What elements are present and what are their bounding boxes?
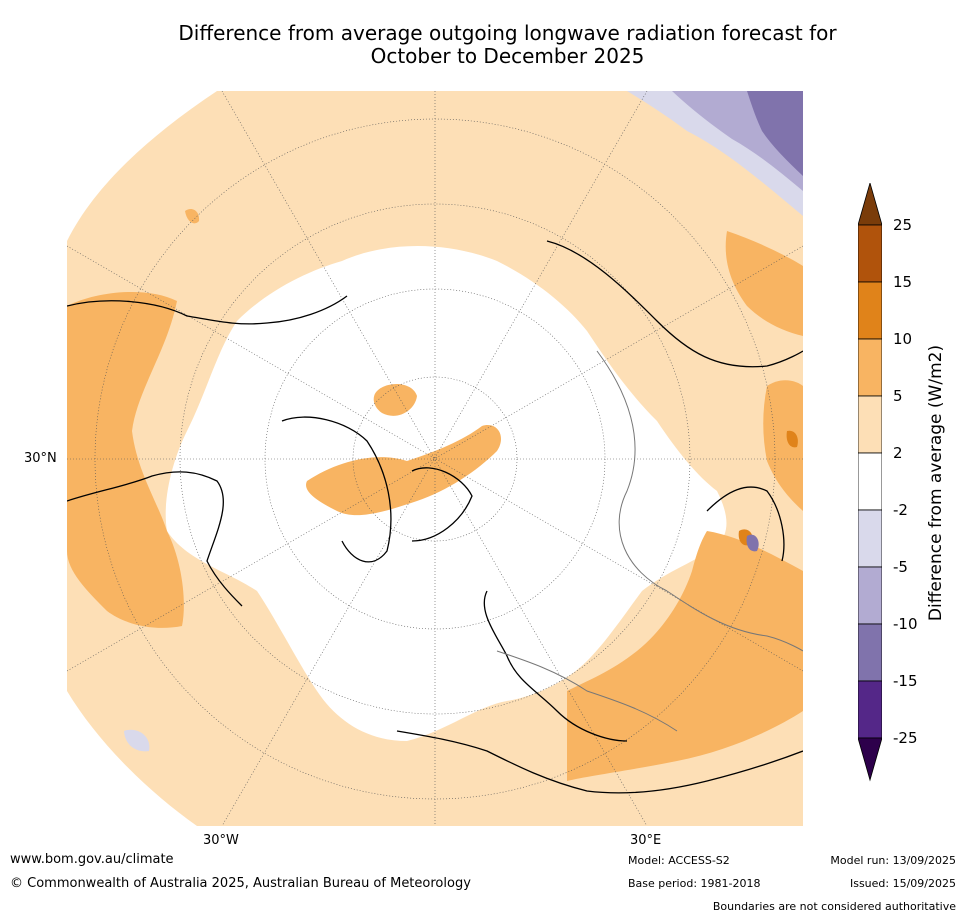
colorbar-tick: 15 [893, 273, 913, 291]
anomaly-10-15-spot-2 [786, 430, 798, 448]
colorbar-tick: 10 [893, 330, 913, 348]
anomaly-neg-pacific [124, 729, 150, 752]
anomaly-5-10-pacific-na [67, 291, 184, 628]
footer-disclaimer: Boundaries are not considered authoritat… [712, 900, 956, 913]
footer-issued: Issued: 15/09/2025 [849, 877, 956, 890]
colorbar-tick: 2 [893, 444, 903, 462]
colorbar-bin-10-15 [858, 281, 882, 340]
map-canvas [67, 91, 803, 826]
coastlines [67, 240, 803, 794]
footer-url: www.bom.gov.au/climate [10, 852, 174, 867]
colorbar-tick: 5 [893, 387, 903, 405]
title-line-2: October to December 2025 [370, 44, 645, 68]
colorbar-bin-neg15-neg10 [858, 623, 882, 682]
colorbar-extend-bottom [858, 737, 882, 782]
anomaly-5-10-greenland [306, 425, 502, 516]
colorbar-bin-neg10-neg5 [858, 566, 882, 625]
anomaly-neutral-region [165, 246, 727, 741]
colorbar-tick: -15 [893, 672, 918, 690]
anomaly-neg10-neg15 [747, 91, 803, 176]
outside-top-left [67, 91, 217, 241]
footer-base-period: Base period: 1981-2018 [628, 877, 761, 890]
colorbar [858, 183, 882, 782]
colorbar-extend-top [858, 183, 882, 226]
colorbar-tick: -25 [893, 729, 918, 747]
colorbar-tick: -10 [893, 615, 918, 633]
anomaly-5-10-arctic [373, 384, 417, 416]
anomaly-5-10-siberia [725, 231, 803, 336]
anomaly-5-10-middle-east [567, 531, 803, 781]
outside-bottom-left [67, 691, 197, 826]
colorbar-title: Difference from average (W/m2) [926, 344, 946, 622]
colorbar-tick: -5 [893, 558, 908, 576]
colorbar-tick: 25 [893, 216, 913, 234]
lat-label-30n: 30°N [24, 451, 57, 466]
colorbar-bin-neg25-neg15 [858, 680, 882, 739]
chart-title: Difference from average outgoing longwav… [100, 22, 915, 68]
polar-map [67, 91, 803, 826]
colorbar-bin-neg5-neg2 [858, 509, 882, 568]
colorbar-bin-2-5 [858, 395, 882, 454]
country-borders [496, 350, 803, 732]
colorbar-bin-neg2-2 [858, 452, 882, 511]
anomaly-neg-spot [746, 534, 759, 552]
anomaly-5-10-asia [763, 380, 803, 511]
title-line-1: Difference from average outgoing longwav… [178, 21, 837, 45]
anomaly-5-10-small [185, 209, 200, 224]
footer-model-run: Model run: 13/09/2025 [830, 854, 956, 867]
footer-copyright: © Commonwealth of Australia 2025, Austra… [10, 876, 471, 891]
colorbar-bin-15-25 [858, 224, 882, 283]
colorbar-bin-5-10 [858, 338, 882, 397]
lon-label-30e: 30°E [630, 833, 662, 848]
footer-model: Model: ACCESS-S2 [628, 854, 730, 867]
lon-label-30w: 30°W [203, 833, 239, 848]
colorbar-tick: -2 [893, 501, 908, 519]
